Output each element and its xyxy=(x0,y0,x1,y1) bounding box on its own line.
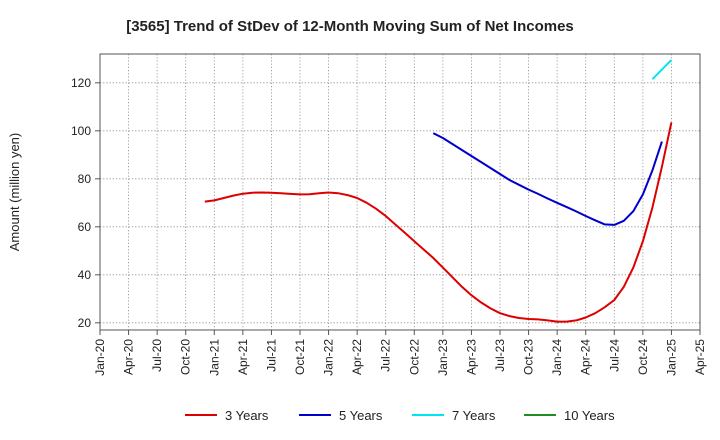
x-tick-label: Oct-20 xyxy=(179,339,193,375)
x-tick-label: Oct-23 xyxy=(522,339,536,375)
x-tick-label: Jan-25 xyxy=(664,339,678,376)
x-tick-label: Apr-21 xyxy=(236,339,250,375)
series-line-5-years xyxy=(432,132,663,226)
legend-label: 7 Years xyxy=(452,408,496,423)
series-line-3-years xyxy=(204,122,673,323)
chart-title: [3565] Trend of StDev of 12-Month Moving… xyxy=(126,18,574,35)
y-tick-label: 80 xyxy=(78,172,92,186)
legend-label: 5 Years xyxy=(339,408,383,423)
series-lines xyxy=(204,59,673,323)
series-line-7-years xyxy=(651,59,673,80)
x-tick-label: Jul-24 xyxy=(607,339,621,372)
x-tick-label: Jan-20 xyxy=(93,339,107,376)
x-tick-label: Jul-21 xyxy=(264,339,278,372)
y-tick-label: 60 xyxy=(78,220,92,234)
x-tick-label: Jan-23 xyxy=(436,339,450,376)
x-axis-ticks: Jan-20 Apr-20 Jul-20 Oct-20 Jan-21 Apr-21 Jul-… xyxy=(93,330,707,376)
plot-area xyxy=(99,53,701,331)
y-tick-label: 120 xyxy=(71,76,91,90)
x-tick-label: Oct-22 xyxy=(407,339,421,375)
y-tick-label: 20 xyxy=(78,316,92,330)
legend-label: 3 Years xyxy=(225,408,269,423)
x-tick-label: Jan-21 xyxy=(207,339,221,376)
x-tick-label: Apr-22 xyxy=(350,339,364,375)
x-tick-label: Jul-23 xyxy=(493,339,507,372)
x-tick-label: Apr-20 xyxy=(122,339,136,375)
x-tick-label: Jul-20 xyxy=(150,339,164,372)
grid-lines xyxy=(100,54,700,330)
y-tick-label: 100 xyxy=(71,124,91,138)
x-tick-label: Apr-25 xyxy=(693,339,707,375)
y-axis-label: Amount (million yen) xyxy=(7,133,22,252)
x-tick-label: Oct-21 xyxy=(293,339,307,375)
y-tick-label: 40 xyxy=(78,268,92,282)
x-tick-label: Apr-24 xyxy=(579,339,593,375)
legend: 3 Years 5 Years 7 Years 10 Years xyxy=(185,408,615,423)
x-tick-label: Jul-22 xyxy=(379,339,393,372)
x-tick-label: Apr-23 xyxy=(464,339,478,375)
x-tick-label: Jan-22 xyxy=(322,339,336,376)
x-tick-label: Jan-24 xyxy=(550,339,564,376)
x-tick-label: Oct-24 xyxy=(636,339,650,375)
y-axis-ticks: 20 40 60 80 100 120 xyxy=(71,76,100,330)
legend-label: 10 Years xyxy=(564,408,615,423)
